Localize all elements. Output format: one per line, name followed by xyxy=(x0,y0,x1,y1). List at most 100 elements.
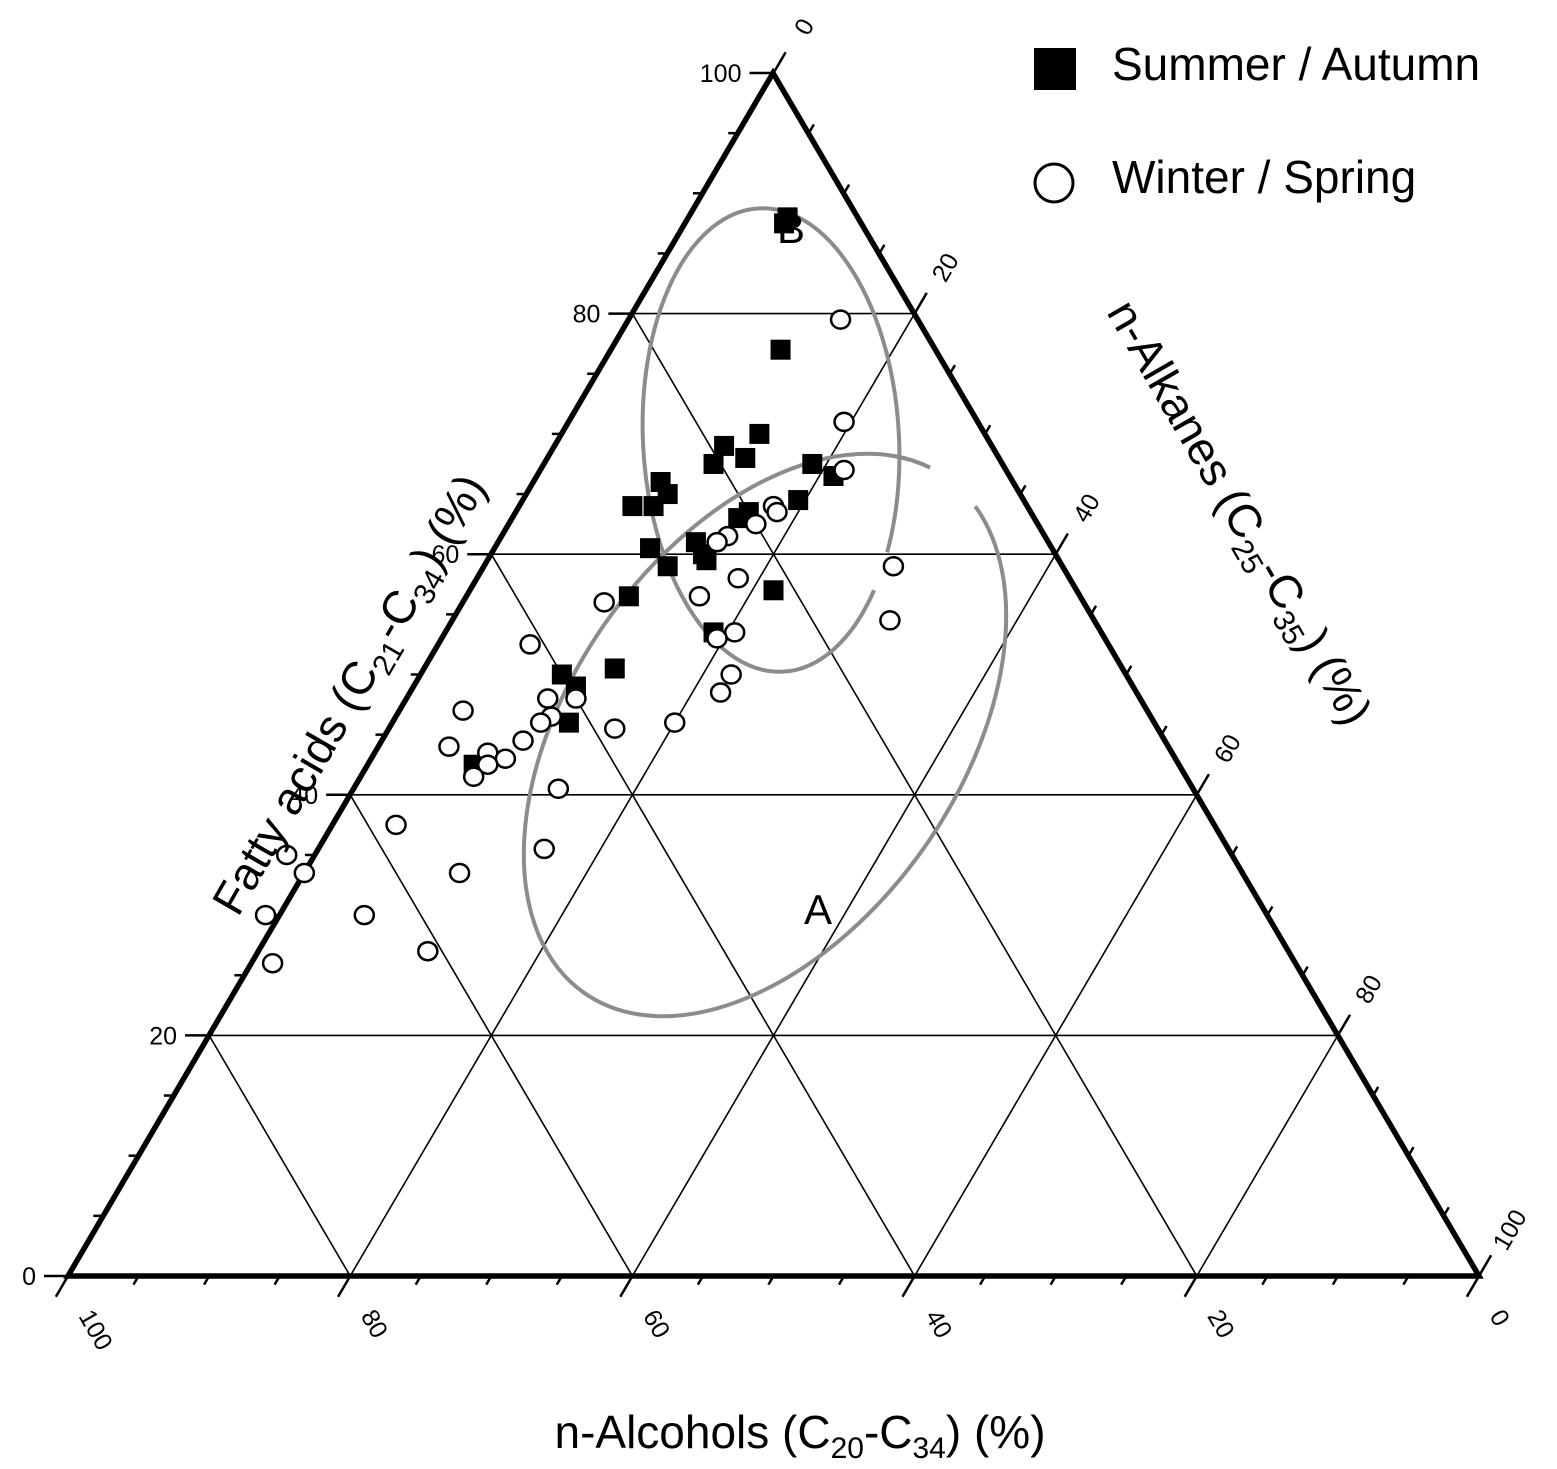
point-winter-spring xyxy=(353,904,376,926)
point-summer-autumn xyxy=(703,453,724,474)
tick-right-25 xyxy=(948,364,957,375)
grid-lines xyxy=(208,312,1339,1277)
tick-label-right-40: 40 xyxy=(1068,489,1106,527)
point-winter-spring xyxy=(512,730,534,751)
point-winter-spring xyxy=(604,718,626,739)
tick-right-40 xyxy=(1054,532,1069,555)
tick-bottom-25 xyxy=(414,1275,422,1286)
tick-bottom-20 xyxy=(336,1275,352,1298)
tick-bottom-80 xyxy=(1183,1275,1198,1298)
point-winter-spring xyxy=(529,712,552,733)
point-winter-spring xyxy=(723,622,746,643)
tick-bottom-70 xyxy=(1049,1275,1057,1286)
tick-label-left-100: 100 xyxy=(700,60,742,88)
point-winter-spring xyxy=(688,586,711,607)
point-winter-spring xyxy=(882,555,905,577)
tick-bottom-40 xyxy=(619,1275,634,1298)
tick-right-5 xyxy=(807,123,815,134)
point-summer-autumn xyxy=(728,508,749,529)
point-winter-spring xyxy=(438,736,460,757)
region-ellipse-b xyxy=(640,206,902,674)
point-winter-spring xyxy=(385,814,407,836)
triangle-frame xyxy=(63,67,1484,1279)
legend-marker-winter-spring xyxy=(1033,162,1075,204)
tick-right-90 xyxy=(1407,1146,1415,1157)
tick-label-left-20: 20 xyxy=(149,1022,177,1050)
tick-bottom-100 xyxy=(1465,1275,1481,1298)
point-summer-autumn xyxy=(714,435,735,456)
tick-right-45 xyxy=(1089,605,1098,615)
tick-right-30 xyxy=(984,424,992,435)
tick-label-left-60: 60 xyxy=(431,541,459,569)
tick-label-right-20: 20 xyxy=(927,249,965,287)
tick-right-55 xyxy=(1160,725,1168,736)
point-winter-spring xyxy=(275,844,298,866)
tick-label-bottom-40: 60 xyxy=(637,1305,675,1343)
legend: Summer / Autumn Winter / Spring xyxy=(1033,38,1480,204)
tick-right-0 xyxy=(772,51,787,74)
point-winter-spring xyxy=(254,904,277,926)
point-summer-autumn xyxy=(749,423,770,444)
tick-bottom-85 xyxy=(1261,1275,1269,1286)
tick-label-bottom-80: 20 xyxy=(1202,1305,1240,1343)
data-points xyxy=(254,207,905,974)
tick-label-bottom-20: 80 xyxy=(355,1305,393,1343)
point-winter-spring xyxy=(706,628,728,649)
tick-bottom-90 xyxy=(1331,1275,1339,1286)
tick-bottom-35 xyxy=(555,1275,563,1286)
grid-line-alcohols-60 xyxy=(349,794,634,1277)
tick-right-80 xyxy=(1336,1014,1352,1037)
tick-right-15 xyxy=(878,244,886,255)
left-axis-title: Fatty acids (C21-C34) (%) xyxy=(202,465,502,926)
point-winter-spring xyxy=(829,309,852,330)
grid-line-alkanes-40 xyxy=(631,553,1057,1277)
tick-bottom-95 xyxy=(1402,1275,1410,1286)
tick-label-bottom-100: 0 xyxy=(1484,1305,1515,1331)
point-winter-spring xyxy=(462,766,485,788)
point-winter-spring xyxy=(477,754,499,775)
tick-right-75 xyxy=(1301,965,1309,976)
point-winter-spring xyxy=(833,459,855,481)
point-winter-spring xyxy=(879,610,901,631)
point-summer-autumn xyxy=(643,496,664,517)
point-summer-autumn xyxy=(618,586,639,607)
tick-bottom-60 xyxy=(901,1275,916,1298)
point-winter-spring xyxy=(448,862,471,884)
point-winter-spring xyxy=(593,592,615,613)
legend-label-winter-spring: Winter / Spring xyxy=(1112,151,1416,203)
point-winter-spring xyxy=(293,862,316,884)
point-winter-spring xyxy=(261,952,284,974)
tick-right-95 xyxy=(1442,1206,1450,1217)
tick-bottom-5 xyxy=(132,1275,140,1286)
tick-bottom-55 xyxy=(837,1275,846,1286)
tick-bottom-30 xyxy=(485,1275,493,1286)
point-summer-autumn xyxy=(774,213,795,234)
legend-marker-summer-autumn xyxy=(1034,48,1076,90)
tick-bottom-65 xyxy=(979,1275,987,1286)
point-summer-autumn xyxy=(657,556,678,577)
point-winter-spring xyxy=(519,634,541,655)
triangle-outline xyxy=(63,67,1484,1279)
region-label-b: B xyxy=(777,205,805,252)
tick-label-left-0: 0 xyxy=(22,1263,36,1291)
grid-line-alcohols-80 xyxy=(208,1034,351,1277)
point-summer-autumn xyxy=(802,453,823,474)
tick-label-left-40: 40 xyxy=(290,782,318,810)
grid-line-alcohols-40 xyxy=(490,553,916,1277)
point-winter-spring xyxy=(766,501,788,523)
tick-right-100 xyxy=(1477,1254,1493,1277)
legend-label-summer-autumn: Summer / Autumn xyxy=(1112,38,1480,90)
tick-bottom-15 xyxy=(273,1275,281,1286)
point-winter-spring xyxy=(417,940,439,962)
point-winter-spring xyxy=(745,513,767,535)
tick-right-20 xyxy=(913,292,928,315)
region-ellipse-a xyxy=(521,451,1009,1019)
axis-ticks xyxy=(44,51,1493,1298)
tick-right-50 xyxy=(1125,665,1133,676)
tick-label-bottom-0: 100 xyxy=(73,1305,118,1355)
tick-label-left-80: 80 xyxy=(573,301,601,329)
grid-line-alkanes-60 xyxy=(913,794,1198,1277)
point-winter-spring xyxy=(709,682,732,703)
region-label-a: A xyxy=(804,886,832,933)
